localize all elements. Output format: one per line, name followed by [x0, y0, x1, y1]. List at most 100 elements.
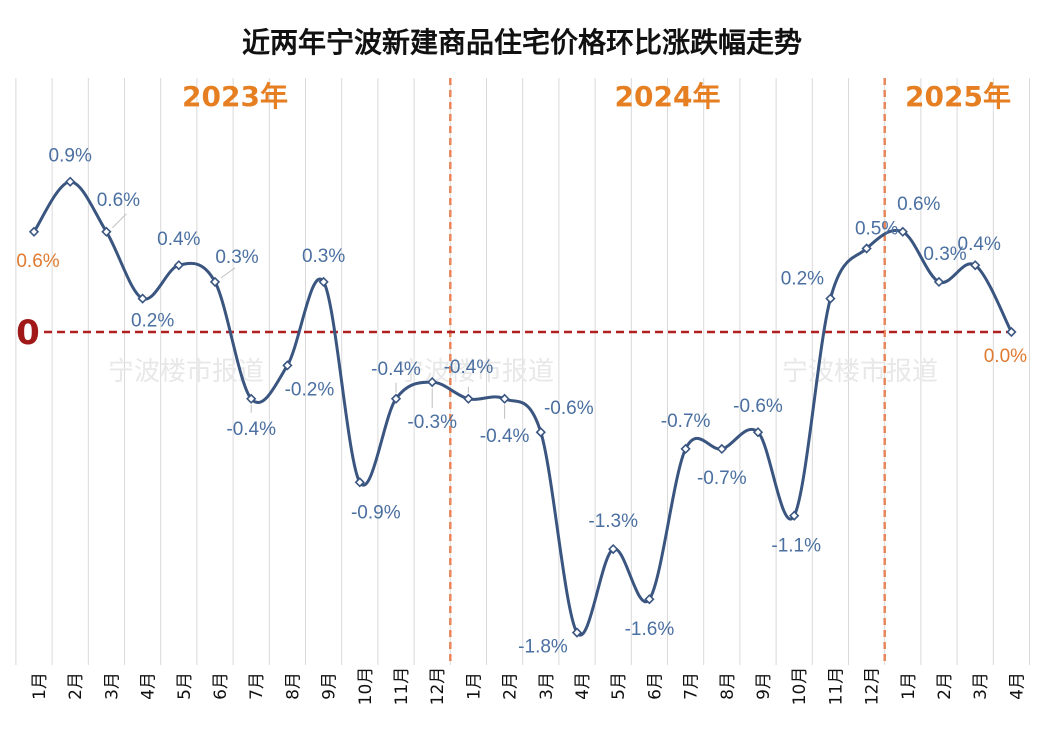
- x-tick-label: 3月: [537, 672, 557, 700]
- data-label: 0.3%: [215, 247, 258, 268]
- x-tick-label: 7月: [247, 672, 267, 700]
- zero-line-group: 0: [16, 313, 1012, 353]
- data-label: 0.3%: [923, 244, 966, 265]
- label-connector: [220, 267, 236, 279]
- x-tick-label: 10月: [790, 667, 810, 706]
- data-label: -0.4%: [371, 359, 421, 380]
- data-point: [825, 293, 836, 304]
- x-tick-label: 2月: [501, 672, 521, 700]
- data-point: [65, 176, 76, 187]
- year-label: 2023年: [182, 80, 288, 113]
- data-point: [137, 293, 148, 304]
- data-point: [354, 477, 365, 488]
- x-tick-label: 1月: [899, 672, 919, 700]
- data-label: 0.4%: [157, 229, 200, 250]
- x-tick-label: 5月: [609, 672, 629, 700]
- data-point: [752, 427, 764, 438]
- data-point: [535, 427, 546, 438]
- label-connectors: [112, 213, 506, 419]
- x-tick-label: 7月: [682, 672, 702, 700]
- data-label: 0.0%: [984, 346, 1027, 367]
- x-tick-label: 6月: [211, 672, 231, 700]
- x-axis-ticks: 1月 2月 3月 4月 5月 6月 7月 8月 9月 10月 11月 12月 1月 2月 3月 4月 5月 6月 7…: [30, 667, 1027, 706]
- data-point: [897, 226, 908, 237]
- data-point: [209, 276, 221, 288]
- data-label: -0.6%: [544, 398, 594, 419]
- data-point: [933, 276, 945, 288]
- year-labels: 2023年 2024年 2025年: [182, 80, 1011, 113]
- label-connector: [112, 213, 127, 229]
- zero-label: 0: [16, 313, 40, 353]
- x-tick-label: 9月: [320, 672, 340, 700]
- data-label: -0.3%: [407, 412, 457, 433]
- data-label: -0.4%: [226, 419, 276, 440]
- data-label: -0.4%: [480, 426, 530, 447]
- x-tick-label: 1月: [464, 672, 484, 700]
- year-label: 2025年: [905, 80, 1011, 113]
- data-point: [1006, 326, 1017, 338]
- data-label: 0.9%: [49, 146, 92, 167]
- data-point: [427, 376, 438, 388]
- data-label: 0.2%: [131, 311, 174, 332]
- data-point: [861, 243, 872, 254]
- data-point: [390, 393, 402, 404]
- data-label: 0.6%: [16, 251, 59, 272]
- data-point: [680, 443, 691, 455]
- watermark-text: 宁波楼市报道: [782, 357, 938, 387]
- data-label: -1.8%: [518, 637, 568, 658]
- data-label: 0.4%: [958, 234, 1001, 255]
- data-label: -1.1%: [771, 536, 821, 557]
- x-tick-label: 4月: [139, 672, 159, 700]
- x-tick-label: 2月: [66, 672, 86, 700]
- x-tick-label: 4月: [1007, 672, 1027, 700]
- data-label: -0.9%: [351, 502, 401, 523]
- data-label: -0.6%: [733, 396, 783, 417]
- data-point: [716, 443, 727, 455]
- data-point: [318, 276, 329, 288]
- x-tick-label: 11月: [826, 667, 846, 706]
- x-tick-label: 10月: [356, 667, 376, 706]
- data-label: -0.2%: [285, 379, 335, 400]
- data-label: -0.4%: [444, 357, 494, 378]
- x-tick-label: 2月: [935, 672, 955, 700]
- data-label: 0.3%: [302, 246, 345, 267]
- x-tick-label: 12月: [863, 667, 883, 706]
- year-label: 2024年: [615, 80, 721, 113]
- data-point: [789, 510, 800, 521]
- data-label: -0.7%: [661, 411, 711, 432]
- data-point: [644, 594, 655, 605]
- data-point: [28, 226, 40, 237]
- data-markers: [28, 176, 1017, 638]
- data-point: [608, 543, 619, 555]
- data-point: [101, 226, 112, 237]
- x-tick-label: 6月: [645, 672, 665, 700]
- x-tick-label: 3月: [971, 672, 991, 700]
- x-tick-label: 4月: [573, 672, 593, 700]
- x-tick-label: 8月: [283, 672, 303, 700]
- x-tick-label: 8月: [718, 672, 738, 700]
- x-tick-label: 12月: [428, 667, 448, 706]
- data-label: 0.2%: [781, 269, 824, 290]
- data-labels: 0.6%0.9%0.6%0.2%0.4%0.3%-0.4%-0.2%0.3%-0…: [16, 146, 1027, 658]
- data-label: -1.6%: [625, 619, 675, 640]
- data-point: [499, 393, 510, 404]
- data-label: 0.6%: [897, 194, 940, 215]
- x-tick-label: 5月: [175, 672, 195, 700]
- data-label: 0.5%: [855, 219, 898, 240]
- data-point: [571, 627, 583, 638]
- watermarks: 宁波楼市报道 宁波楼市报道 宁波楼市报道: [108, 357, 938, 387]
- x-tick-label: 3月: [102, 672, 122, 700]
- x-tick-label: 9月: [754, 672, 774, 700]
- data-point: [463, 393, 474, 404]
- data-label: -0.7%: [697, 468, 747, 489]
- year-dividers: [449, 78, 886, 665]
- data-point: [970, 260, 981, 271]
- data-label: -1.3%: [588, 511, 638, 532]
- chart-title: 近两年宁波新建商品住宅价格环比涨跌幅走势: [242, 26, 802, 59]
- data-point: [282, 360, 293, 371]
- data-label: 0.6%: [97, 190, 140, 211]
- x-tick-label: 11月: [392, 667, 412, 706]
- data-point: [173, 260, 184, 271]
- x-tick-label: 1月: [30, 672, 50, 700]
